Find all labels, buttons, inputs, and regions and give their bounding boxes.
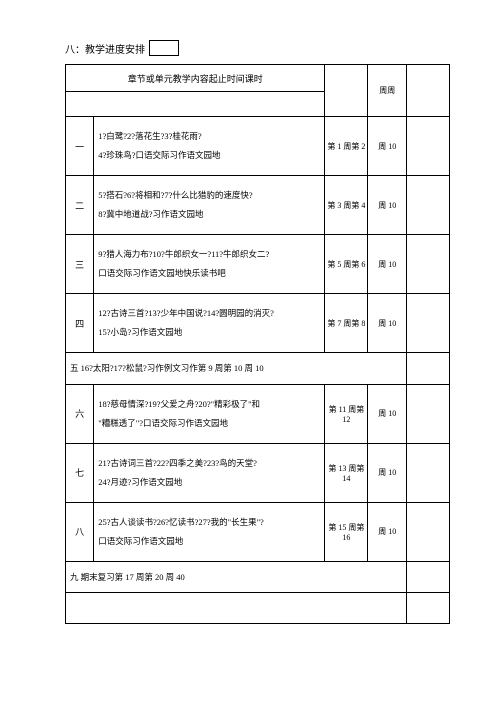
content-line: 25?古人谈读书?26?忆读书?27?我的"长生果"? bbox=[98, 513, 320, 532]
row-empty bbox=[407, 353, 450, 385]
content-line: 15?小岛?习作语文园地 bbox=[98, 323, 320, 342]
row-time1: 第 15 周第 16 bbox=[325, 502, 368, 561]
row-content: 25?古人谈读书?26?忆读书?27?我的"长生果"? 口语交际习作语文园地 bbox=[94, 502, 325, 561]
row-empty bbox=[407, 235, 450, 294]
page-title: 八：教学进度安排 bbox=[65, 41, 145, 56]
content-line: 口语交际习作语文园地 bbox=[98, 532, 320, 551]
row-time1: 第 11 周第 12 bbox=[325, 384, 368, 443]
content-line: 口语交际习作语文园地快乐读书吧 bbox=[98, 264, 320, 283]
schedule-table: 章节或单元教学内容起止时间课时 周周 一 1?白鹭?2?落花生?3?桂花雨? 4… bbox=[65, 64, 450, 624]
row-number: 一 bbox=[66, 117, 94, 176]
row-number: 三 bbox=[66, 235, 94, 294]
row-merged-content: 五 16?太阳?17?松鼠?习作例文习作第 9 周第 10 周 10 bbox=[66, 353, 407, 385]
row-merged-content: 九 期末复习第 17 周第 20 周 40 bbox=[66, 561, 407, 593]
row-empty bbox=[407, 561, 450, 593]
row-time1: 第 3 周第 4 bbox=[325, 176, 368, 235]
row-empty bbox=[407, 176, 450, 235]
row-number-inline: 五 bbox=[70, 363, 79, 373]
header-sub-cell bbox=[66, 92, 325, 117]
row-content: 21?古诗词三首?22?四季之美?23?鸟的天堂? 24?月迹?习作语文园地 bbox=[94, 443, 325, 502]
page-title-row: 八：教学进度安排 bbox=[65, 40, 450, 56]
header-time1 bbox=[325, 65, 368, 117]
row-content: 18?慈母情深?19?父爱之舟?20?"精彩极了"和 "糟糕透了"?口语交际习作… bbox=[94, 384, 325, 443]
table-row-merged: 九 期末复习第 17 周第 20 周 40 bbox=[66, 561, 450, 593]
row-time1: 第 5 周第 6 bbox=[325, 235, 368, 294]
content-line: 21?古诗词三首?22?四季之美?23?鸟的天堂? bbox=[98, 454, 320, 473]
row-time2: 周 10 bbox=[368, 235, 407, 294]
row-empty bbox=[407, 117, 450, 176]
table-row-merged: 五 16?太阳?17?松鼠?习作例文习作第 9 周第 10 周 10 bbox=[66, 353, 450, 385]
row-content: 9?猎人海力布?10?牛郎织女一?11?牛郎织女二? 口语交际习作语文园地快乐读… bbox=[94, 235, 325, 294]
header-row-1: 章节或单元教学内容起止时间课时 周周 bbox=[66, 65, 450, 92]
row-time1: 第 7 周第 8 bbox=[325, 294, 368, 353]
table-row: 一 1?白鹭?2?落花生?3?桂花雨? 4?珍珠鸟?口语交际习作语文园地 第 1… bbox=[66, 117, 450, 176]
row-time2: 周 10 bbox=[368, 117, 407, 176]
table-row: 二 5?搭石?6?将相和?7?什么比猎豹的速度快? 8?冀中地道战?习作语文园地… bbox=[66, 176, 450, 235]
row-number: 二 bbox=[66, 176, 94, 235]
row-time2: 周 10 bbox=[368, 294, 407, 353]
content-line: 4?珍珠鸟?口语交际习作语文园地 bbox=[98, 146, 320, 165]
content-line: "糟糕透了"?口语交际习作语文园地 bbox=[98, 414, 320, 433]
table-row: 七 21?古诗词三首?22?四季之美?23?鸟的天堂? 24?月迹?习作语文园地… bbox=[66, 443, 450, 502]
row-empty bbox=[407, 294, 450, 353]
row-empty bbox=[407, 593, 450, 624]
bottom-empty-cell bbox=[66, 593, 407, 624]
row-number: 八 bbox=[66, 502, 94, 561]
content-line: 期末复习第 17 周第 20 周 40 bbox=[81, 572, 185, 582]
content-line: 24?月迹?习作语文园地 bbox=[98, 473, 320, 492]
table-row: 三 9?猎人海力布?10?牛郎织女一?11?牛郎织女二? 口语交际习作语文园地快… bbox=[66, 235, 450, 294]
content-line: 8?冀中地道战?习作语文园地 bbox=[98, 205, 320, 224]
row-empty bbox=[407, 502, 450, 561]
row-content: 1?白鹭?2?落花生?3?桂花雨? 4?珍珠鸟?口语交际习作语文园地 bbox=[94, 117, 325, 176]
table-row: 六 18?慈母情深?19?父爱之舟?20?"精彩极了"和 "糟糕透了"?口语交际… bbox=[66, 384, 450, 443]
row-content: 12?古诗三首?13?少年中国说?14?圆明园的消灭? 15?小岛?习作语文园地 bbox=[94, 294, 325, 353]
row-time2: 周 10 bbox=[368, 176, 407, 235]
header-empty bbox=[407, 65, 450, 117]
row-time2: 周 10 bbox=[368, 443, 407, 502]
content-line: 9?猎人海力布?10?牛郎织女一?11?牛郎织女二? bbox=[98, 245, 320, 264]
header-time2: 周周 bbox=[368, 65, 407, 117]
content-line: 5?搭石?6?将相和?7?什么比猎豹的速度快? bbox=[98, 186, 320, 205]
content-line: 12?古诗三首?13?少年中国说?14?圆明园的消灭? bbox=[98, 304, 320, 323]
row-number: 四 bbox=[66, 294, 94, 353]
table-row: 八 25?古人谈读书?26?忆读书?27?我的"长生果"? 口语交际习作语文园地… bbox=[66, 502, 450, 561]
header-main-cell: 章节或单元教学内容起止时间课时 bbox=[66, 65, 325, 92]
row-empty bbox=[407, 443, 450, 502]
row-time1: 第 1 周第 2 bbox=[325, 117, 368, 176]
table-row: 四 12?古诗三首?13?少年中国说?14?圆明园的消灭? 15?小岛?习作语文… bbox=[66, 294, 450, 353]
row-time2: 周 10 bbox=[368, 384, 407, 443]
content-line: 18?慈母情深?19?父爱之舟?20?"精彩极了"和 bbox=[98, 395, 320, 414]
content-line: 16?太阳?17?松鼠?习作例文习作第 9 周第 10 周 10 bbox=[81, 363, 264, 373]
row-number: 六 bbox=[66, 384, 94, 443]
row-time1: 第 13 周第 14 bbox=[325, 443, 368, 502]
row-number: 七 bbox=[66, 443, 94, 502]
row-empty bbox=[407, 384, 450, 443]
table-row-empty-bottom bbox=[66, 593, 450, 624]
row-content: 5?搭石?6?将相和?7?什么比猎豹的速度快? 8?冀中地道战?习作语文园地 bbox=[94, 176, 325, 235]
row-time2: 周 10 bbox=[368, 502, 407, 561]
title-empty-box bbox=[149, 40, 179, 56]
row-number-inline: 九 bbox=[70, 572, 79, 582]
content-line: 1?白鹭?2?落花生?3?桂花雨? bbox=[98, 127, 320, 146]
